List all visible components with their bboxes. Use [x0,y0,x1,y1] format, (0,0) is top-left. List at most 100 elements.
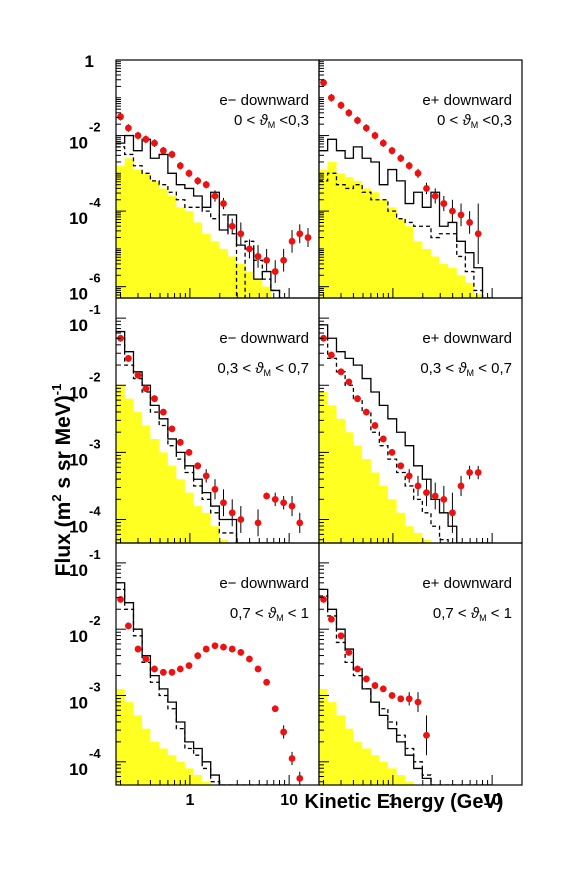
data-point [151,395,158,403]
data-point [142,655,150,663]
solid-histogram [116,582,289,785]
panel-range-label: 0,3 < ϑM < 0,7 [420,360,512,378]
data-point [280,499,288,507]
data-point [379,435,387,443]
data-point [405,162,413,170]
data-point [288,502,296,510]
data-point [271,495,279,503]
data-point [263,256,271,264]
data-point [228,645,236,653]
data-point [371,682,379,689]
data-point [211,642,219,650]
data-point [388,147,396,155]
data-point [327,351,335,359]
data-point [202,645,210,653]
y-tick-exponent: -4 [89,746,101,761]
data-point [124,622,132,630]
y-tick-label: 10 [69,518,88,537]
data-point [414,169,422,177]
data-point [288,755,296,762]
data-point [423,731,430,739]
data-point [362,675,370,683]
data-point [124,355,132,362]
y-tick-label: 10 [69,693,88,712]
data-point [202,472,210,480]
data-point [379,685,387,693]
data-point [449,207,456,215]
data-point [466,219,474,226]
y-tick-exponent: -2 [89,613,101,628]
x-tick-label: 1 [185,792,194,809]
panel-range-label: 0 < ϑM <0,3 [234,112,309,130]
panel-range-label: 0,7 < ϑM < 1 [230,605,309,623]
data-point [371,422,379,429]
x-tick-label: 1 [388,792,397,809]
panel-title: e+ downward [422,92,512,109]
data-point [280,256,288,264]
data-point [362,124,370,132]
y-tick-exponent: -4 [89,195,101,210]
data-point [304,234,312,241]
data-point [237,230,245,238]
solid-histogram [319,588,492,785]
data-point [397,462,405,470]
data-point [254,253,262,260]
y-tick-label: 10 [69,760,88,779]
data-point [176,438,184,446]
solid-histogram [319,324,492,543]
data-point [134,132,142,139]
data-point [405,472,413,480]
data-point [168,425,176,433]
y-tick-exponent: -2 [89,369,101,384]
data-point [345,378,353,386]
data-point [168,668,176,676]
panel-title: e+ downward [422,575,512,592]
data-point [327,615,335,623]
data-point [271,268,279,275]
data-point [220,499,227,507]
data-point [388,692,396,699]
data-point [263,492,271,500]
data-point [159,147,167,155]
data-point [228,222,236,230]
panel-6: e+ downward 0,7 < ϑM < 1 [318,542,523,786]
filled-histogram [116,158,289,298]
data-point [354,395,361,403]
dashed-histogram [116,146,289,298]
x-tick-labels: 1 1 10 10 [185,792,501,809]
data-point [414,482,422,490]
data-point [159,668,167,676]
filled-histogram [319,162,492,298]
data-point [345,109,353,117]
data-point [320,79,327,87]
data-point [354,665,361,673]
data-point [194,177,202,185]
panel-4: e+ downward 0,3 < ϑM < 0,7 [318,297,523,544]
data-point [142,135,150,143]
data-point [117,113,124,121]
data-point [280,728,288,736]
data-point [228,509,236,517]
data-point [194,462,202,470]
data-point [457,211,465,219]
dashed-histogram [319,337,492,543]
data-point [237,516,245,523]
data-point [211,485,219,493]
y-tick-exponent: -3 [89,679,101,694]
data-point [337,632,345,640]
data-point [176,665,184,673]
data-point [159,408,167,416]
y-tick-label: 10 [69,450,88,469]
data-point [151,665,158,673]
data-point [117,595,124,603]
x-tick-label: 10 [483,792,501,809]
data-point [431,192,439,200]
y-tick-exponent: -2 [89,120,101,135]
data-point [337,368,345,376]
data-point [327,94,335,102]
x-axis-label: Kinetic Energy (GeV) [305,791,504,813]
data-point [320,595,327,603]
data-point [194,652,202,660]
